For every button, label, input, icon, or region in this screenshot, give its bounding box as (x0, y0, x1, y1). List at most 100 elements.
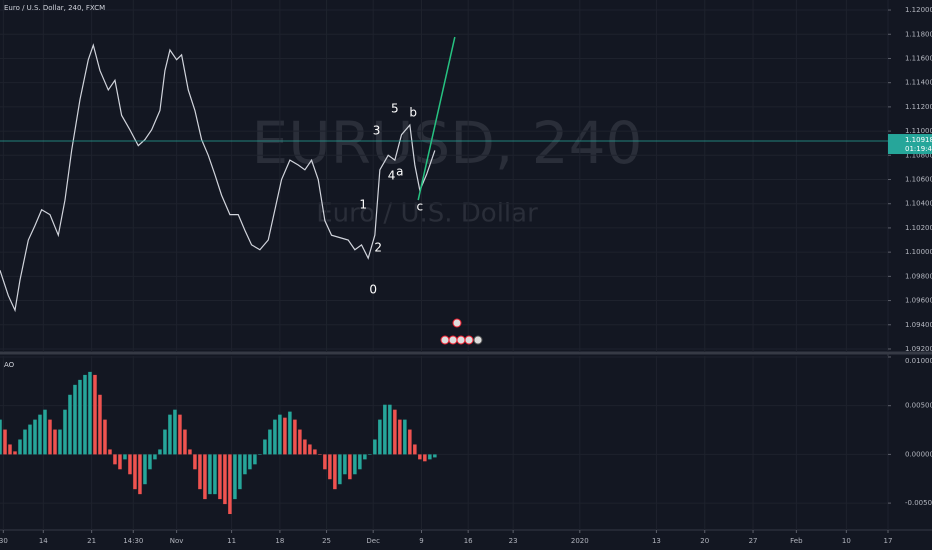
wave-label: b (409, 106, 417, 120)
ao-bar (43, 409, 47, 455)
wave-label: 1 (359, 198, 367, 212)
ao-bar (218, 454, 222, 500)
x-tick-label: 10 (842, 537, 851, 545)
x-tick-label: 27 (749, 537, 758, 545)
ao-bar (288, 411, 292, 455)
ao-bar (228, 454, 232, 515)
y-tick-label: 1.10000 (905, 248, 932, 256)
ao-bar (408, 429, 412, 455)
ao-bar (28, 424, 32, 455)
y-tick-label: 0.00500 (905, 402, 932, 410)
ao-bar (293, 419, 297, 455)
ao-bar (58, 429, 62, 455)
y-tick-label: 1.11800 (905, 30, 932, 38)
x-tick-label: 18 (275, 537, 284, 545)
ao-bar (333, 454, 337, 490)
ao-bar (388, 404, 392, 455)
grid (0, 0, 889, 530)
y-tick-label: 1.09600 (905, 297, 932, 305)
ao-bar (258, 454, 262, 455)
ao-bar (233, 454, 237, 500)
y-tick-label: 1.10400 (905, 200, 932, 208)
x-tick-label: 21 (87, 537, 96, 545)
ao-bar (18, 439, 22, 455)
x-tick-label: 14 (39, 537, 48, 545)
ao-bar (173, 409, 177, 455)
ao-bar (78, 379, 82, 455)
ao-bar (113, 454, 117, 465)
wave-label: 2 (374, 241, 382, 255)
ao-bar (198, 454, 202, 490)
ao-bar (163, 429, 167, 455)
ao-bar (88, 371, 92, 455)
ao-bar (63, 409, 67, 455)
x-tick-label: 14:30 (123, 537, 143, 545)
event-icon (440, 335, 450, 345)
ao-bar (403, 419, 407, 455)
wave-label: 3 (373, 124, 381, 138)
ao-bar (53, 429, 57, 455)
y-tick-label: -0.00500 (905, 499, 932, 507)
ao-bar (138, 454, 142, 495)
ao-bar (108, 449, 112, 455)
x-tick-label: 17 (884, 537, 893, 545)
ao-bar (123, 454, 127, 460)
y-tick-label: 1.12000 (905, 6, 932, 14)
watermark-description: Euro / U.S. Dollar (316, 199, 538, 229)
ao-bar (193, 454, 197, 470)
x-tick-label: Feb (790, 537, 803, 545)
ao-bar (308, 444, 312, 455)
ao-bar (168, 414, 172, 455)
ao-bar (68, 394, 72, 455)
y-tick-label: 1.09200 (905, 345, 932, 353)
chart-title: Euro / U.S. Dollar, 240, FXCM (4, 4, 105, 12)
y-tick-label: 1.09400 (905, 321, 932, 329)
ao-bar (158, 449, 162, 455)
ao-bar (383, 404, 387, 455)
watermark-symbol: EURUSD, 240 (252, 109, 643, 177)
ao-bar (0, 419, 2, 455)
ao-bar (178, 414, 182, 455)
event-icon (448, 335, 458, 345)
ao-bar (368, 454, 372, 455)
ao-bar (313, 449, 317, 455)
price-line (0, 43, 436, 313)
event-icon (452, 318, 462, 328)
ao-bar (318, 454, 322, 455)
ao-bar (428, 454, 432, 460)
ao-bar (83, 374, 87, 455)
ao-bar (263, 439, 267, 455)
ao-bar (118, 454, 122, 470)
ao-bar (248, 454, 252, 470)
ao-bar (48, 419, 52, 455)
ao-bar (223, 454, 227, 505)
wave-label: c (417, 200, 424, 214)
ao-bar (353, 454, 357, 475)
y-tick-label: 0.00000 (905, 450, 932, 458)
event-icon (456, 335, 466, 345)
countdown: 01:19:44 (905, 145, 932, 153)
ao-bar (243, 454, 247, 475)
y-tick-label: 1.11600 (905, 54, 932, 62)
ao-bar (238, 454, 242, 490)
ao-bar (283, 417, 287, 455)
ao-bar (273, 419, 277, 455)
ao-bar (203, 454, 207, 500)
x-tick-label: Dec (366, 537, 380, 545)
x-tick-label: 9 (419, 537, 423, 545)
y-tick-label: 1.11400 (905, 79, 932, 87)
ao-bar (23, 429, 27, 455)
ao-bar (373, 439, 377, 455)
ao-bar (323, 454, 327, 470)
ao-bar (148, 454, 152, 470)
last-price-label: 1.10918 (905, 136, 932, 144)
y-tick-label: 0.01000 (905, 357, 932, 365)
ao-bar (143, 454, 147, 485)
ao-bar (93, 374, 97, 455)
x-tick-label: 30 (0, 537, 8, 545)
y-tick-label: 1.10200 (905, 224, 932, 232)
y-tick-label: 1.11000 (905, 127, 932, 135)
ao-bar (433, 454, 437, 458)
